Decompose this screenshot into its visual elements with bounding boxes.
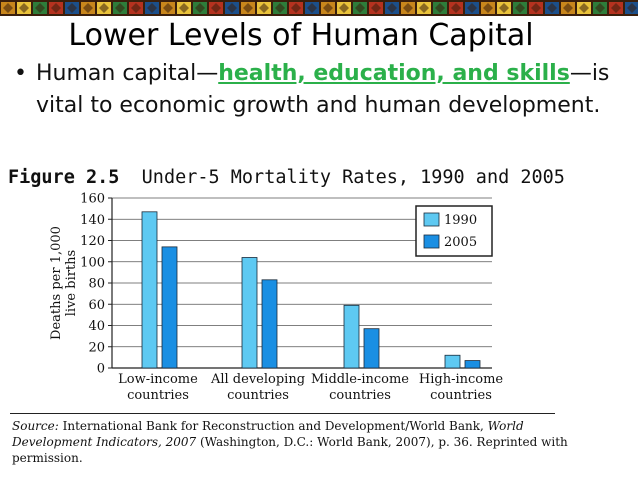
banner-diamond <box>51 3 61 13</box>
y-tick-label: 40 <box>88 319 105 334</box>
figure-caption: Figure 2.5 Under-5 Mortality Rates, 1990… <box>8 167 565 188</box>
banner-diamond <box>547 3 557 13</box>
legend-label-2005: 2005 <box>444 235 477 250</box>
y-tick-label: 0 <box>97 362 105 377</box>
banner-diamond <box>595 3 605 13</box>
banner-diamond <box>403 3 413 13</box>
bullet-highlight: health, education, and skills <box>218 61 570 86</box>
banner-diamond <box>515 3 525 13</box>
y-tick-label: 120 <box>80 234 105 249</box>
x-category-label: All developing <box>210 372 305 387</box>
bullet-text-end: —is vital to economic growth and human d… <box>36 61 610 118</box>
bullet-text-start: Human capital— <box>36 61 219 86</box>
banner-diamond <box>99 3 109 13</box>
kente-pattern <box>0 0 638 16</box>
bar-1990-3 <box>444 354 461 369</box>
source-note: Source: International Bank for Reconstru… <box>12 418 572 466</box>
banner-diamond <box>67 3 77 13</box>
banner-diamond <box>371 3 381 13</box>
bar-2005-2 <box>363 328 380 369</box>
bar-2005-0 <box>161 246 178 369</box>
bar-1990-0 <box>141 211 158 369</box>
banner-diamond <box>307 3 317 13</box>
y-axis-label: Deaths per 1,000 <box>49 226 64 340</box>
source-italic-title: World Development Indicators, 2007 <box>12 419 524 449</box>
banner-diamond <box>83 3 93 13</box>
bar-2005-1 <box>261 279 278 369</box>
bar-1990-2 <box>343 304 360 369</box>
banner-diamond <box>259 3 269 13</box>
banner-diamond <box>483 3 493 13</box>
banner-diamond <box>387 3 397 13</box>
banner-diamond <box>147 3 157 13</box>
bar-2005-3 <box>464 360 481 369</box>
x-category-label: countries <box>430 388 492 403</box>
banner-diamond <box>451 3 461 13</box>
y-tick-label: 160 <box>80 192 105 207</box>
x-category-label: countries <box>227 388 289 403</box>
banner-diamond <box>243 3 253 13</box>
banner-diamond <box>339 3 349 13</box>
banner-diamond <box>131 3 141 13</box>
x-category-label: Middle-income <box>311 372 409 387</box>
banner-diamond <box>115 3 125 13</box>
banner-diamond <box>179 3 189 13</box>
banner-diamond <box>627 3 637 13</box>
x-category-label: countries <box>329 388 391 403</box>
y-tick-label: 100 <box>80 255 105 270</box>
decorative-banner <box>0 0 638 16</box>
bullet-icon: • <box>14 61 27 86</box>
y-tick-label: 140 <box>80 213 105 228</box>
x-category-label: High-income <box>419 372 504 387</box>
banner-diamond <box>419 3 429 13</box>
x-category-label: Low-income <box>118 372 198 387</box>
source-text-b: (Washington, D.C.: World Bank, 2007), p.… <box>12 435 568 465</box>
source-divider <box>10 413 555 414</box>
x-category-label: countries <box>127 388 189 403</box>
banner-diamond <box>323 3 333 13</box>
bar-1990-1 <box>241 257 258 369</box>
y-tick-label: 20 <box>88 340 105 355</box>
banner-diamond <box>211 3 221 13</box>
bullet-text: Human capital—health, education, and ski… <box>36 58 636 122</box>
banner-diamond <box>195 3 205 13</box>
banner-diamond <box>611 3 621 13</box>
legend-label-1990: 1990 <box>444 213 477 228</box>
legend-swatch-1990 <box>423 212 440 227</box>
banner-diamond <box>227 3 237 13</box>
y-tick-label: 60 <box>88 298 105 313</box>
banner-diamond <box>563 3 573 13</box>
banner-diamond <box>275 3 285 13</box>
banner-diamond <box>467 3 477 13</box>
legend-swatch-2005 <box>423 234 440 249</box>
banner-diamond <box>291 3 301 13</box>
y-tick-label: 80 <box>88 277 105 292</box>
banner-diamond <box>163 3 173 13</box>
banner-diamond <box>499 3 509 13</box>
banner-diamond <box>435 3 445 13</box>
banner-diamond <box>355 3 365 13</box>
banner-diamond <box>19 3 29 13</box>
source-label: Source: <box>12 419 59 433</box>
banner-diamond <box>3 3 13 13</box>
y-axis-label: live births <box>64 250 79 316</box>
banner-diamond <box>579 3 589 13</box>
mortality-bar-chart: 0 20 40 60 80 100 120 140 160 Deaths per 1,000 liv… <box>49 192 504 404</box>
source-text-a: International Bank for Reconstruction an… <box>58 419 488 433</box>
banner-diamond <box>35 3 45 13</box>
figure-caption-text: Under-5 Mortality Rates, 1990 and 2005 <box>141 167 565 188</box>
figure-label: Figure 2.5 <box>8 167 120 188</box>
slide-title: Lower Levels of Human Capital <box>68 18 534 53</box>
banner-diamond <box>531 3 541 13</box>
